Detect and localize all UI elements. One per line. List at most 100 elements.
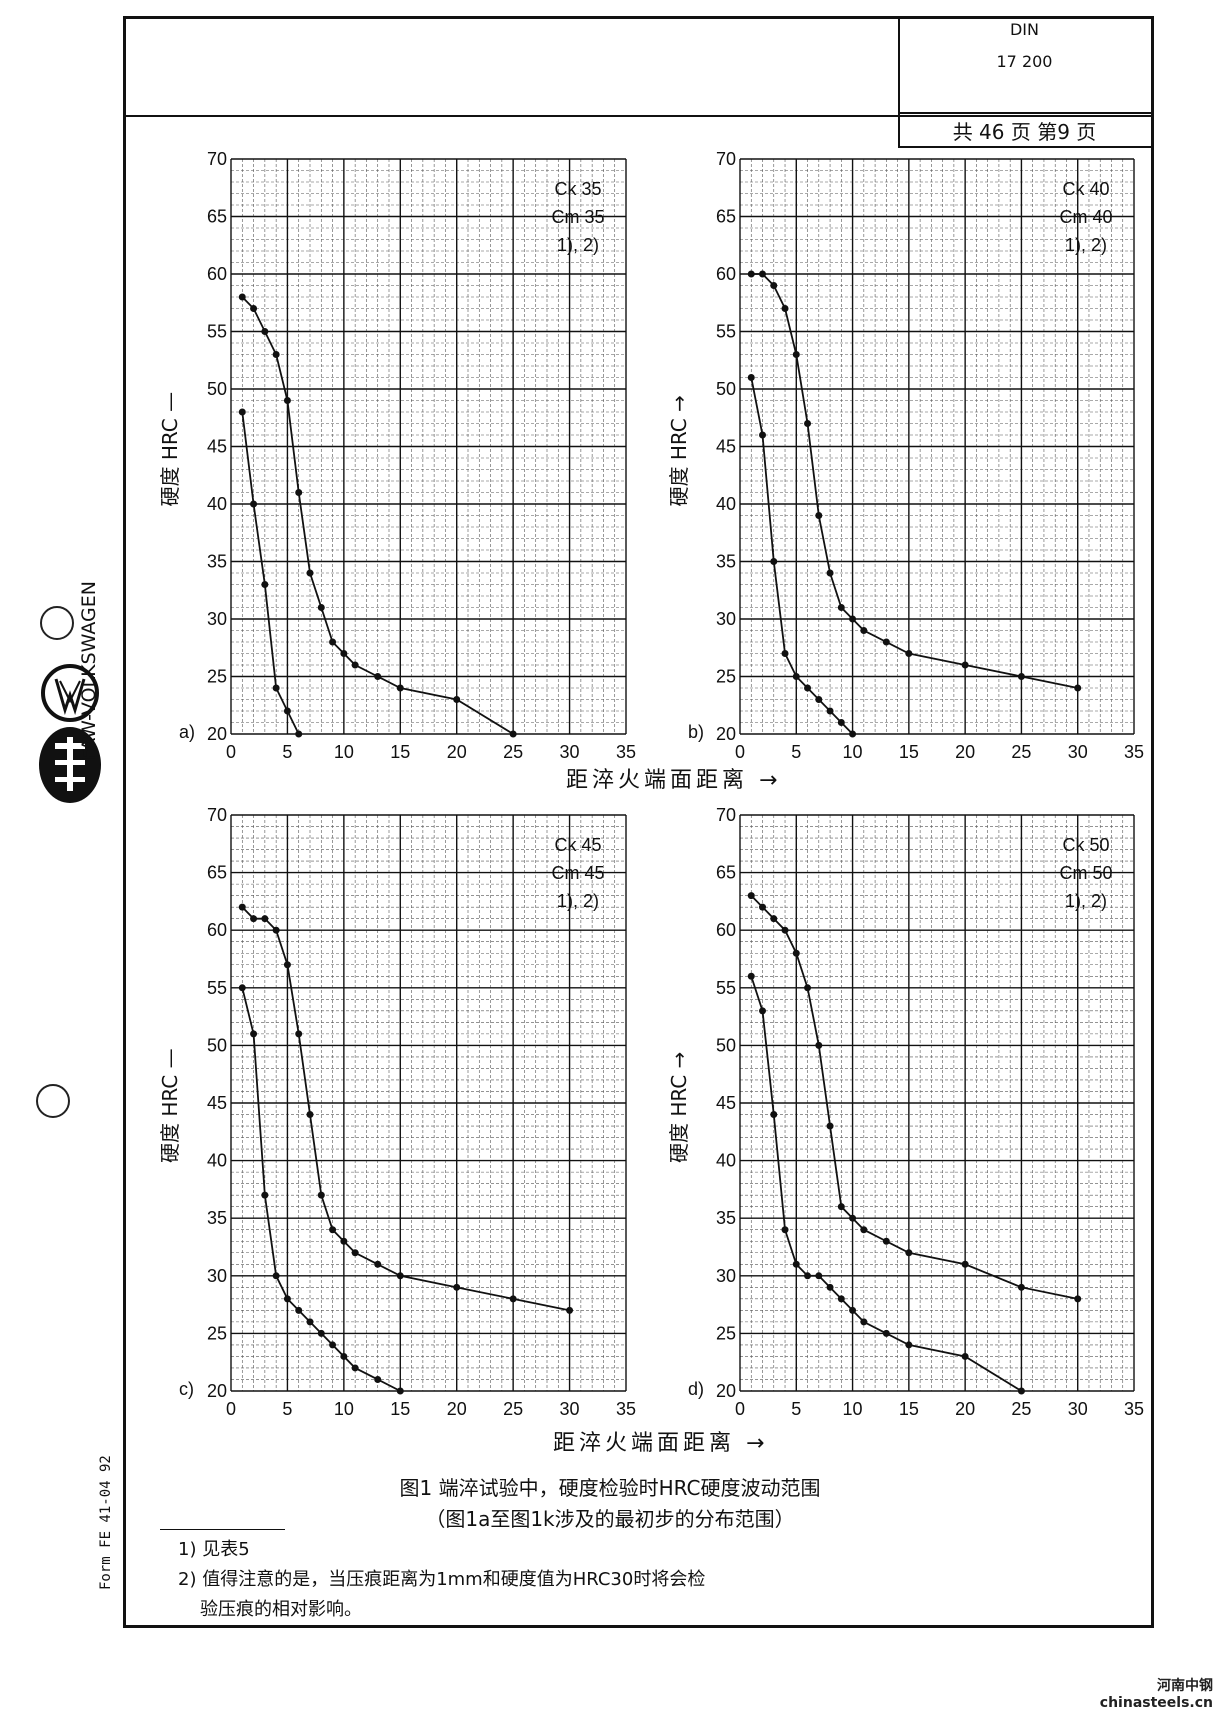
- data-point: [905, 650, 913, 657]
- data-point: [849, 615, 857, 623]
- x-tick-label: 30: [560, 1399, 580, 1419]
- data-point: [759, 270, 767, 278]
- data-point: [317, 1329, 325, 1337]
- data-point: [453, 1283, 461, 1291]
- vw-logo-icon: [41, 664, 99, 722]
- data-point: [396, 1387, 404, 1395]
- y-axis-label: 硬度 HRC →: [667, 395, 691, 506]
- data-point: [317, 604, 325, 611]
- data-point: [961, 1352, 969, 1360]
- y-tick-label: 60: [716, 920, 736, 940]
- data-point: [250, 305, 258, 312]
- x-tick-label: 25: [1011, 742, 1031, 762]
- legend-label: Cm 35: [551, 207, 604, 227]
- data-point: [238, 903, 246, 911]
- data-point: [792, 949, 800, 957]
- data-point: [826, 707, 834, 715]
- data-point: [882, 638, 890, 646]
- data-point: [849, 730, 857, 738]
- x-tick-label: 10: [843, 742, 863, 762]
- x-tick-label: 15: [390, 742, 410, 762]
- data-point: [374, 1375, 382, 1383]
- y-tick-label: 25: [716, 667, 736, 687]
- x-tick-label: 35: [1124, 1399, 1144, 1419]
- x-axis-label-bottom: 距淬火端面距离 →: [553, 1431, 769, 1456]
- y-tick-label: 65: [716, 863, 736, 883]
- data-point: [272, 351, 280, 358]
- x-tick-label: 0: [226, 742, 236, 762]
- data-point: [815, 1272, 823, 1280]
- y-tick-label: 50: [716, 379, 736, 399]
- data-point: [250, 500, 258, 508]
- punch-hole-icon: [40, 606, 74, 640]
- data-point: [849, 1214, 857, 1222]
- data-point: [261, 328, 269, 335]
- x-tick-label: 0: [735, 742, 745, 762]
- data-point: [770, 282, 778, 289]
- watermark: 河南中钢 chinasteels.cn: [1099, 1678, 1213, 1711]
- series-line: [751, 273, 1078, 689]
- y-tick-label: 70: [207, 805, 227, 825]
- y-tick-label: 20: [716, 724, 736, 744]
- data-point: [860, 627, 868, 634]
- data-point: [329, 1226, 337, 1234]
- y-tick-label: 35: [207, 1208, 227, 1228]
- data-point: [860, 1318, 868, 1326]
- punch-hole-icon: [36, 1084, 70, 1118]
- page-info: 共 46 页 第9 页: [952, 120, 1097, 144]
- x-tick-label: 20: [955, 742, 975, 762]
- footnote-2: 2) 值得注意的是，当压痕距离为1mm和硬度值为HRC30时将会检: [178, 1569, 706, 1590]
- data-point: [1017, 673, 1025, 680]
- data-point: [396, 684, 404, 692]
- x-tick-label: 15: [390, 1399, 410, 1419]
- data-point: [747, 892, 755, 900]
- data-point: [781, 1226, 789, 1234]
- data-point: [781, 650, 789, 657]
- y-tick-label: 60: [716, 264, 736, 284]
- data-point: [1074, 1295, 1082, 1303]
- x-tick-label: 10: [843, 1399, 863, 1419]
- legend-label: Cm 50: [1059, 863, 1112, 883]
- data-point: [396, 1272, 404, 1280]
- data-point: [351, 661, 359, 669]
- data-point: [826, 569, 834, 577]
- data-point: [317, 1191, 325, 1199]
- data-point: [295, 1030, 303, 1038]
- legend-label: Ck 45: [554, 835, 601, 855]
- x-tick-label: 25: [503, 742, 523, 762]
- legend-label: 1), 2): [1065, 891, 1107, 911]
- legend-label: Ck 50: [1062, 835, 1109, 855]
- data-point: [509, 730, 517, 738]
- data-point: [826, 1122, 834, 1130]
- y-tick-label: 65: [716, 207, 736, 227]
- data-point: [340, 1352, 348, 1360]
- y-tick-label: 40: [207, 1151, 227, 1171]
- y-tick-label: 55: [207, 978, 227, 998]
- data-point: [747, 374, 755, 381]
- data-point: [295, 1306, 303, 1314]
- x-tick-label: 0: [226, 1399, 236, 1419]
- data-point: [826, 1283, 834, 1291]
- x-tick-label: 5: [791, 1399, 801, 1419]
- legend-label: Cm 45: [551, 863, 604, 883]
- data-point: [329, 638, 337, 646]
- header-box-bottom: [898, 146, 1151, 148]
- data-point: [272, 684, 280, 692]
- legend-label: 1), 2): [557, 891, 599, 911]
- y-tick-label: 55: [207, 322, 227, 342]
- data-point: [804, 1272, 812, 1280]
- series-line: [241, 411, 300, 735]
- data-point: [759, 431, 767, 439]
- y-tick-label: 35: [207, 552, 227, 572]
- data-point: [238, 984, 246, 992]
- data-point: [905, 1341, 913, 1349]
- data-point: [781, 926, 789, 934]
- standard-label: DIN: [1009, 20, 1039, 39]
- data-point: [306, 1318, 314, 1326]
- x-tick-label: 5: [791, 742, 801, 762]
- y-tick-label: 60: [207, 264, 227, 284]
- y-tick-label: 50: [716, 1035, 736, 1055]
- panel-label: d): [688, 1379, 704, 1399]
- y-tick-label: 70: [207, 149, 227, 169]
- data-point: [792, 673, 800, 680]
